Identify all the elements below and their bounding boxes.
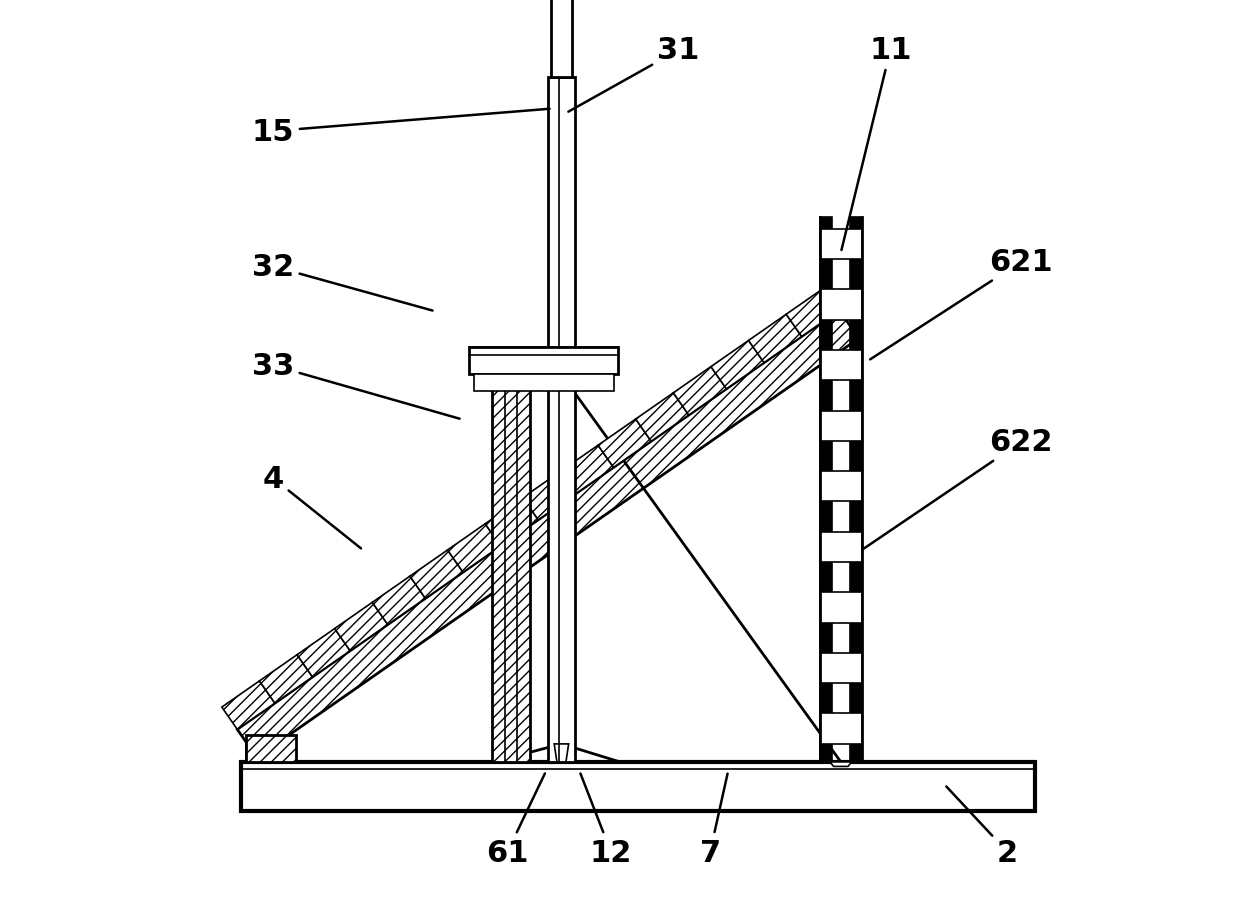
Bar xyxy=(820,290,862,321)
Polygon shape xyxy=(749,315,801,363)
Polygon shape xyxy=(560,446,614,494)
Polygon shape xyxy=(554,744,569,762)
Bar xyxy=(820,592,862,623)
Polygon shape xyxy=(448,525,501,573)
Bar xyxy=(246,735,295,762)
Bar xyxy=(470,348,619,375)
Polygon shape xyxy=(298,628,350,677)
Bar xyxy=(551,0,572,78)
Polygon shape xyxy=(523,472,575,520)
Bar xyxy=(820,471,862,502)
Polygon shape xyxy=(410,550,463,599)
Text: 7: 7 xyxy=(699,774,728,867)
Bar xyxy=(474,375,614,391)
Bar xyxy=(820,532,862,563)
Bar xyxy=(242,762,1034,812)
Polygon shape xyxy=(673,368,727,415)
Text: 4: 4 xyxy=(263,464,361,549)
Bar xyxy=(820,713,862,744)
Text: 61: 61 xyxy=(486,774,544,867)
Text: 33: 33 xyxy=(252,351,460,419)
Text: 621: 621 xyxy=(870,248,1053,360)
Text: 622: 622 xyxy=(864,428,1053,549)
Bar xyxy=(820,411,862,442)
Text: 12: 12 xyxy=(580,774,632,867)
Bar xyxy=(820,229,862,260)
Polygon shape xyxy=(485,498,538,546)
Polygon shape xyxy=(711,341,764,389)
Polygon shape xyxy=(786,289,839,337)
Polygon shape xyxy=(237,311,859,758)
Bar xyxy=(820,218,832,762)
Text: 11: 11 xyxy=(842,36,911,251)
Text: 32: 32 xyxy=(252,253,433,312)
Bar xyxy=(492,370,529,762)
Text: 31: 31 xyxy=(568,36,699,113)
Bar xyxy=(849,218,862,762)
Polygon shape xyxy=(636,394,688,442)
Bar xyxy=(548,78,575,762)
Polygon shape xyxy=(830,762,852,767)
Bar xyxy=(820,350,862,381)
Polygon shape xyxy=(372,576,425,625)
Polygon shape xyxy=(222,681,275,730)
Polygon shape xyxy=(259,655,312,703)
Text: 2: 2 xyxy=(946,787,1018,867)
Bar xyxy=(820,653,862,684)
Polygon shape xyxy=(335,602,388,651)
Polygon shape xyxy=(598,420,651,468)
Text: 15: 15 xyxy=(252,109,549,146)
